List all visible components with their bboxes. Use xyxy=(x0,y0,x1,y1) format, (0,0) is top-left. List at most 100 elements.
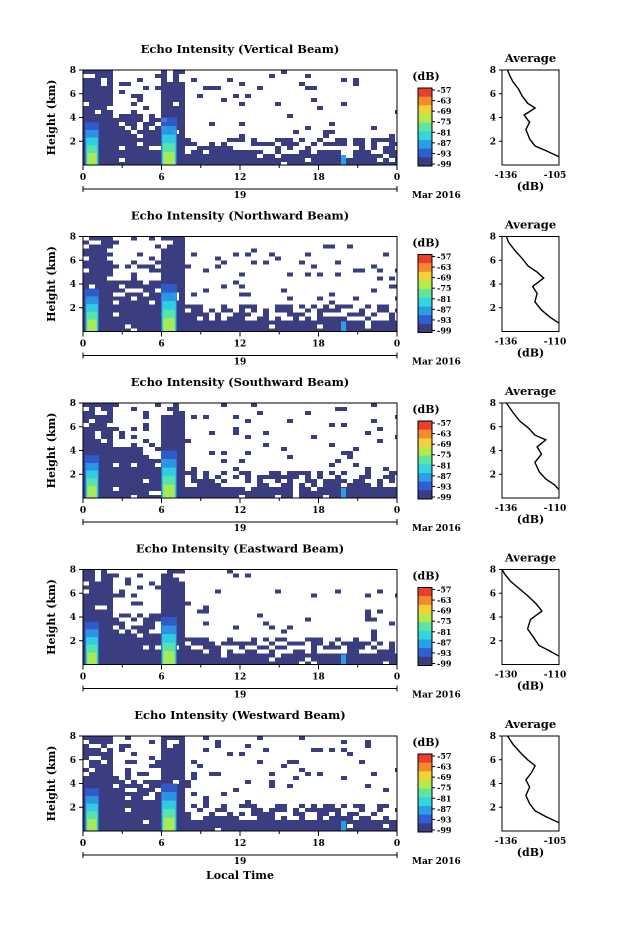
heatmap-cell xyxy=(131,78,137,82)
heatmap-cell xyxy=(269,264,275,269)
heatmap-cell xyxy=(347,288,353,293)
heatmap-cell xyxy=(341,752,347,756)
heatmap-cell xyxy=(185,573,191,578)
heatmap-cell xyxy=(305,633,311,638)
heatmap-cell xyxy=(377,240,383,245)
heatmap-cell xyxy=(191,812,197,816)
heatmap-cell xyxy=(245,244,251,249)
heatmap-cell xyxy=(311,573,317,578)
heatmap-cell xyxy=(131,82,137,86)
heatmap-cell xyxy=(311,609,317,614)
heatmap-cell xyxy=(227,625,233,630)
heatmap-cell xyxy=(185,130,191,134)
heatmap-cell xyxy=(233,740,239,744)
heatmap-cell xyxy=(191,114,197,118)
heatmap-cell xyxy=(383,784,389,788)
heatmap-cell xyxy=(335,772,341,776)
heatmap-cell xyxy=(371,597,377,602)
heatmap-cell xyxy=(353,292,359,297)
heatmap-cell xyxy=(227,122,233,126)
heatmap-cell xyxy=(113,748,119,752)
avg-title: Average xyxy=(504,218,556,232)
heatmap-cell xyxy=(335,597,341,602)
heatmap-cell xyxy=(197,248,203,253)
heatmap-cell xyxy=(299,459,305,463)
heatmap-cell xyxy=(191,244,197,249)
heatmap-cell xyxy=(305,312,311,317)
heatmap-cell xyxy=(209,415,215,419)
heatmap-cell xyxy=(197,601,203,606)
heatmap-cell xyxy=(353,740,359,744)
echo-column xyxy=(163,151,175,165)
heatmap-cell xyxy=(257,589,263,594)
heatmap-cell xyxy=(113,487,119,491)
heatmap-cell xyxy=(353,415,359,419)
heatmap-cell xyxy=(251,288,257,293)
heatmap-cell xyxy=(257,633,263,638)
heatmap-cell xyxy=(203,808,209,812)
heatmap-cell xyxy=(203,573,209,578)
heatmap-cell xyxy=(377,244,383,249)
heatmap-cell xyxy=(383,407,389,411)
heatmap-cell xyxy=(221,236,227,241)
heatmap-cell xyxy=(203,260,209,265)
heatmap-cell xyxy=(311,415,317,419)
heatmap-cell xyxy=(245,98,251,102)
heatmap-cell xyxy=(269,308,275,313)
heatmap-cell xyxy=(365,411,371,415)
heatmap-cell xyxy=(395,760,401,764)
heatmap-cell xyxy=(359,110,365,114)
heatmap-cell xyxy=(323,118,329,122)
heatmap-cell xyxy=(311,467,317,471)
heatmap-cell xyxy=(275,792,281,796)
heatmap-cell xyxy=(281,589,287,594)
heatmap-cell xyxy=(227,284,233,289)
colorbar-segment xyxy=(418,297,432,307)
heatmap-cell xyxy=(203,577,209,582)
heatmap-cell xyxy=(227,768,233,772)
heatmap-cell xyxy=(185,744,191,748)
heatmap-cell xyxy=(221,415,227,419)
heatmap-cell xyxy=(239,625,245,630)
heatmap-cell xyxy=(377,98,383,102)
heatmap-cell xyxy=(347,82,353,86)
heatmap-cell xyxy=(125,236,131,241)
heatmap-cell xyxy=(173,780,179,784)
heatmap-cell xyxy=(275,617,281,622)
heatmap-cell xyxy=(275,78,281,82)
heatmap-cell xyxy=(227,581,233,586)
heatmap-cell xyxy=(119,284,125,289)
heatmap-cell xyxy=(287,796,293,800)
heatmap-cell xyxy=(143,244,149,249)
heatmap-cell xyxy=(203,296,209,301)
heatmap-cell xyxy=(143,447,149,451)
heatmap-cell xyxy=(251,463,257,467)
heatmap-cell xyxy=(221,467,227,471)
heatmap-cell xyxy=(395,455,401,459)
heatmap-cell xyxy=(185,288,191,293)
heatmap-cell xyxy=(221,130,227,134)
heatmap-cell xyxy=(221,435,227,439)
heatmap-cell xyxy=(257,752,263,756)
echo-spot xyxy=(341,821,346,831)
heatmap-cell xyxy=(149,276,155,281)
heatmap-cell xyxy=(143,240,149,245)
heatmap-cell xyxy=(293,300,299,305)
heatmap-cell xyxy=(251,740,257,744)
heatmap-cell xyxy=(155,435,161,439)
heatmap-cell xyxy=(329,118,335,122)
heatmap-cell xyxy=(245,487,251,491)
heatmap-cell xyxy=(83,423,89,427)
heatmap-cell xyxy=(137,276,143,281)
avg-y-tick-label: 6 xyxy=(490,90,496,100)
heatmap-cell xyxy=(293,573,299,578)
heatmap-cell xyxy=(233,82,239,86)
heatmap-cell xyxy=(215,451,221,455)
heatmap-cell xyxy=(293,236,299,241)
heatmap-cell xyxy=(245,439,251,443)
x-tick-label: 6 xyxy=(158,173,164,183)
heatmap-cell xyxy=(365,114,371,118)
heatmap-cell xyxy=(293,467,299,471)
heatmap-cell xyxy=(347,748,353,752)
heatmap-cell xyxy=(323,435,329,439)
